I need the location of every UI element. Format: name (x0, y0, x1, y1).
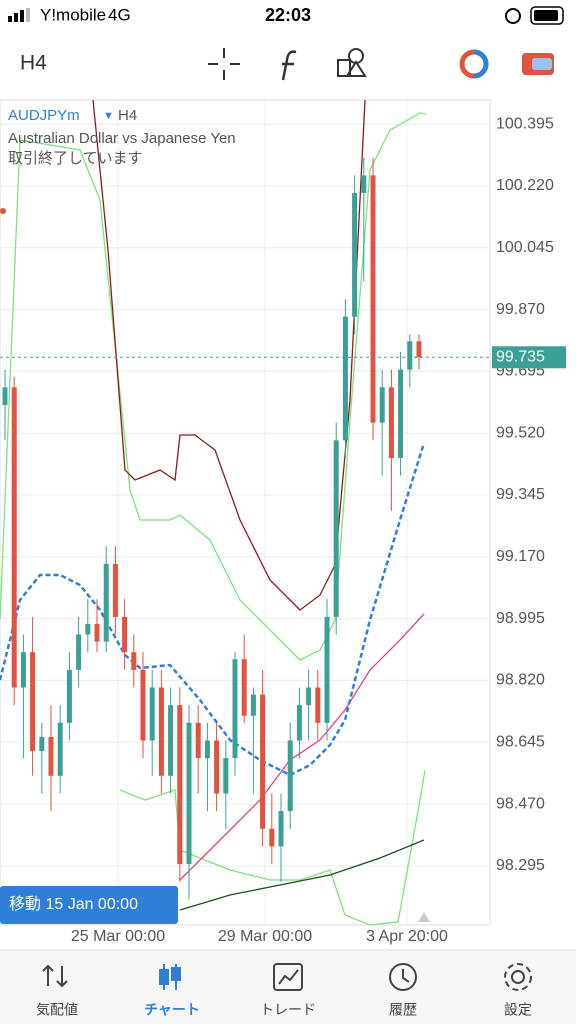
candle-body (30, 652, 36, 752)
price-tick-label: 98.820 (496, 672, 545, 689)
candle-body (324, 616, 330, 723)
tab-label[interactable]: 設定 (504, 1002, 532, 1018)
time-label: 3 Apr 20:00 (366, 928, 448, 945)
price-tick-label: 99.345 (496, 486, 545, 503)
candle-body (168, 705, 174, 776)
candle-body (214, 740, 220, 794)
candle-body (260, 694, 266, 829)
time-label: 25 Mar 00:00 (71, 928, 165, 945)
candle-body (223, 758, 229, 794)
time-label: 29 Mar 00:00 (218, 928, 312, 945)
candle-body (333, 440, 339, 617)
candle-body (416, 341, 422, 358)
clock: 22:03 (265, 5, 311, 25)
carrier: Y!mobile (40, 5, 106, 24)
candle-body (370, 175, 376, 423)
indicator-icon[interactable] (281, 50, 297, 81)
candle-body (76, 634, 82, 670)
chart-area[interactable] (0, 99, 491, 926)
candle-body (20, 652, 26, 688)
objects-icon[interactable] (337, 48, 367, 77)
candle-body (306, 687, 312, 706)
lock-icon (505, 8, 521, 24)
price-tick-label: 100.220 (496, 177, 554, 194)
header (0, 0, 576, 100)
tab-label[interactable]: トレード (260, 1002, 316, 1018)
candle-body (122, 616, 128, 653)
candle-body (241, 659, 247, 716)
price-tick-label: 100.045 (496, 239, 554, 256)
candle-body (250, 694, 256, 716)
price-tick-label: 99.870 (496, 301, 545, 318)
price-tick-label: 98.470 (496, 795, 545, 812)
scroll-box[interactable] (0, 886, 178, 924)
candle-body (287, 740, 293, 812)
candle-body (388, 387, 394, 458)
candle-body (232, 659, 238, 759)
price-tick-label: 100.395 (496, 115, 554, 132)
price-tick-label: 99.520 (496, 424, 545, 441)
candle-body (315, 687, 321, 723)
battery (530, 6, 564, 25)
candle-body (140, 669, 146, 741)
price-tick-label: 98.995 (496, 610, 545, 627)
battery-level (534, 10, 558, 21)
timeframe-button[interactable]: H4 (20, 52, 47, 75)
candle-body (85, 623, 91, 635)
tab-label[interactable]: 気配値 (36, 1002, 78, 1018)
candle-body (112, 563, 118, 617)
crosshair-icon[interactable] (208, 48, 240, 80)
candle-body (158, 687, 164, 776)
candle-body (195, 722, 201, 759)
candle-body (94, 623, 100, 642)
candle-body (342, 316, 348, 441)
candle-body (39, 736, 45, 752)
price-tick-label: 98.645 (496, 733, 545, 750)
marker (0, 208, 6, 214)
network: 4G (108, 5, 131, 24)
description: Australian Dollar vs Japanese Yen (8, 130, 236, 147)
candle-body (177, 705, 183, 865)
candle-body (278, 811, 284, 847)
scroll-marker (418, 912, 430, 922)
market-status: 取引終了しています (8, 150, 143, 167)
candle-body (379, 387, 385, 423)
tab-label[interactable]: チャート (144, 1002, 200, 1018)
price-tick-label: 99.170 (496, 548, 545, 565)
dropdown-arrow[interactable]: ▼ (103, 110, 114, 122)
candle-body (131, 652, 137, 670)
symbol[interactable]: AUDJPYm (8, 107, 80, 124)
signal (8, 8, 30, 22)
candle-body (57, 722, 63, 776)
candle-body (296, 705, 302, 741)
tab-label[interactable]: 履歴 (389, 1002, 417, 1018)
indicators (0, 99, 427, 926)
candle-body (361, 175, 367, 194)
candle-body (103, 563, 109, 642)
candle-body (398, 369, 404, 458)
current-price-box (492, 346, 566, 369)
current-price-label: 99.735 (496, 349, 545, 366)
candle-body (48, 736, 54, 776)
candle-body (352, 193, 358, 317)
candle-body (269, 828, 275, 847)
candle-body (186, 722, 192, 865)
candle-body (204, 740, 210, 759)
price-tick-label: 98.295 (496, 857, 545, 874)
candle-body (66, 669, 72, 723)
scroll-label[interactable]: 移動 15 Jan 00:00 (9, 895, 138, 913)
tab-bar (0, 950, 576, 1024)
candle-body (149, 687, 155, 741)
candle-body (11, 387, 17, 688)
candle-body (407, 341, 413, 370)
period: H4 (118, 107, 137, 124)
candle-body (2, 387, 8, 405)
